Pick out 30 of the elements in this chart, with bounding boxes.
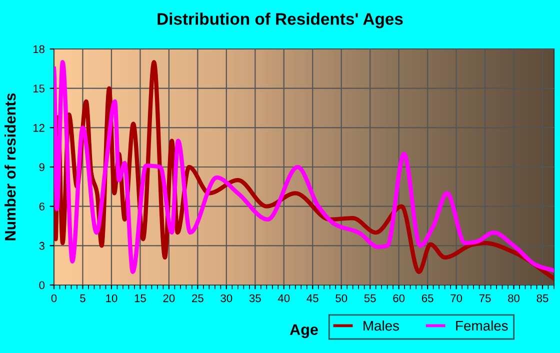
x-tick-label: 10 [106, 294, 118, 302]
x-tick-label: 35 [249, 294, 261, 302]
x-tick-label: 85 [536, 294, 548, 302]
x-tick-label: 50 [336, 294, 348, 302]
x-tick-label: 70 [450, 294, 462, 302]
x-tick-label: 60 [393, 294, 405, 302]
y-tick-label: 9 [39, 163, 44, 172]
x-tick-label: 80 [508, 294, 520, 302]
y-tick-label: 3 [39, 242, 44, 250]
chart-title: Distribution of Residents' Ages [158, 12, 403, 28]
x-tick-label: 30 [220, 294, 232, 302]
x-tick-label: 45 [306, 294, 318, 302]
y-axis-title: Number of residents [4, 93, 16, 240]
y-tick-label: 0 [39, 281, 45, 290]
x-tick-label: 25 [192, 294, 204, 302]
x-tick-label: 5 [80, 294, 86, 302]
legend-label: Females [456, 320, 508, 331]
y-tick-label: 6 [39, 202, 44, 210]
x-tick-label: 65 [422, 294, 434, 302]
x-tick-label: 75 [479, 294, 491, 302]
x-tick-label: 55 [364, 294, 376, 302]
y-tick-label: 18 [33, 45, 44, 54]
x-tick-label: 40 [278, 294, 290, 302]
x-axis-title: Age [290, 324, 318, 338]
y-tick-label: 12 [33, 124, 44, 132]
x-tick-label: 15 [134, 294, 146, 302]
x-tick-label: 0 [51, 294, 57, 302]
x-tick-label: 20 [163, 294, 175, 302]
y-tick-label: 15 [33, 84, 45, 92]
legend-label: Males [364, 320, 399, 331]
